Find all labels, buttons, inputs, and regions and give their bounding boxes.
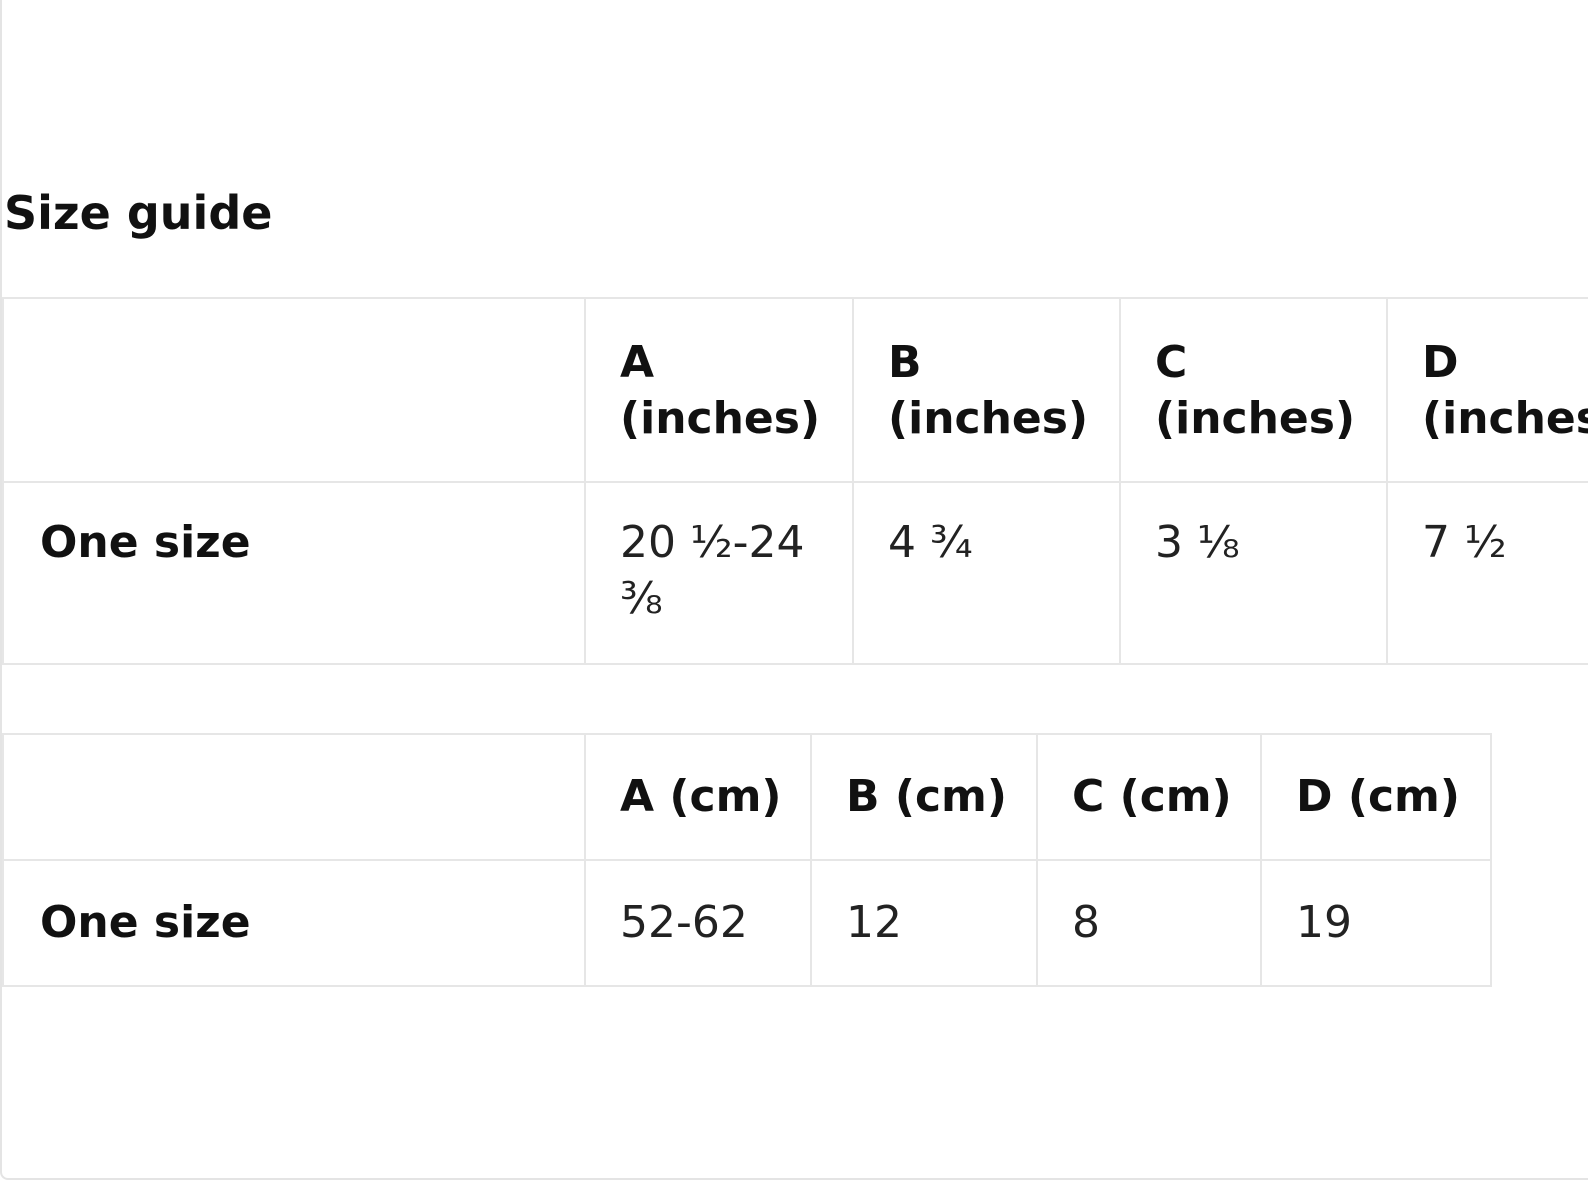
column-header-letter: B xyxy=(888,337,922,388)
header-corner-cell xyxy=(2,297,586,483)
size-table-cm: A (cm) B (cm) C (cm) D (cm) One size 52-… xyxy=(2,733,1492,987)
column-header-c-inches: C (inches) xyxy=(1119,297,1388,483)
value-b-inches: 4 ¾ xyxy=(852,481,1121,665)
table-row: One size 52-62 12 8 19 xyxy=(2,859,1492,987)
column-header-d-cm: D (cm) xyxy=(1260,733,1492,861)
row-label-one-size: One size xyxy=(2,859,586,987)
header-corner-cell xyxy=(2,733,586,861)
value-d-inches: 7 ½ xyxy=(1386,481,1588,665)
column-header-letter: C xyxy=(1155,337,1188,388)
column-header-a-cm: A (cm) xyxy=(584,733,812,861)
column-header-b-cm: B (cm) xyxy=(810,733,1038,861)
column-header-unit: (inches) xyxy=(1155,393,1356,444)
column-header-unit: (inches) xyxy=(620,393,821,444)
column-header-letter: A xyxy=(620,337,655,388)
value-d-cm: 19 xyxy=(1260,859,1492,987)
column-header-c-cm: C (cm) xyxy=(1036,733,1262,861)
table-header-row: A (cm) B (cm) C (cm) D (cm) xyxy=(2,733,1492,861)
row-label-one-size: One size xyxy=(2,481,586,665)
value-a-inches: 20 ½-24 ⅜ xyxy=(584,481,854,665)
column-header-unit: (inches) xyxy=(1422,393,1588,444)
table-row: One size 20 ½-24 ⅜ 4 ¾ 3 ⅛ 7 ½ xyxy=(2,481,1588,665)
size-table-inches: A (inches) B (inches) C (inches) D (inch… xyxy=(2,297,1588,665)
size-guide-title: Size guide xyxy=(4,186,273,240)
value-b-cm: 12 xyxy=(810,859,1038,987)
column-header-d-inches: D (inches) xyxy=(1386,297,1588,483)
column-header-a-inches: A (inches) xyxy=(584,297,854,483)
table-header-row: A (inches) B (inches) C (inches) D (inch… xyxy=(2,297,1588,483)
value-a-cm: 52-62 xyxy=(584,859,812,987)
column-header-unit: (inches) xyxy=(888,393,1089,444)
column-header-letter: D xyxy=(1422,337,1459,388)
value-c-cm: 8 xyxy=(1036,859,1262,987)
column-header-b-inches: B (inches) xyxy=(852,297,1121,483)
value-c-inches: 3 ⅛ xyxy=(1119,481,1388,665)
